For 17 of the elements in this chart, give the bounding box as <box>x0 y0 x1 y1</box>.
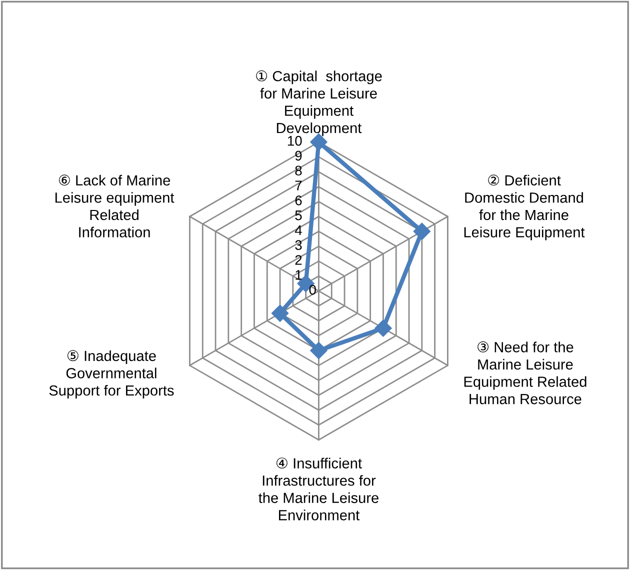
y-tick-label: 5 <box>295 210 302 220</box>
y-tick-label: 1 <box>296 270 302 280</box>
spoke-label: ③ Need for the Marine Leisure Equipment Related Human Resource <box>464 341 586 404</box>
y-tick-label: 10 <box>288 136 302 146</box>
y-tick-label: 9 <box>295 150 302 161</box>
y-tick-label: 7 <box>295 180 302 190</box>
spoke-label: ② Deficient Domestic Demand for the Marine Leisure Equipment <box>464 174 585 240</box>
spoke-label: ④ Insufficient Infrastructures for the Marine Leisure Environment <box>258 458 378 520</box>
y-tick-label: 8 <box>295 166 302 176</box>
spoke-label: ⑥ Lack of Marine Leisure equipment Related Information <box>55 174 174 238</box>
y-tick-label: 4 <box>294 225 302 235</box>
y-tick-label: 2 <box>295 255 302 265</box>
spoke-label: ① Capital shortage for Marine Leisure Equipment Development <box>256 70 382 136</box>
y-tick-label: 6 <box>295 195 302 206</box>
y-tick-label: 0 <box>309 284 316 295</box>
spoke-label: ⑤ Inadequate Governmental Support for Exports <box>49 350 174 399</box>
y-tick-label: 3 <box>295 240 302 250</box>
